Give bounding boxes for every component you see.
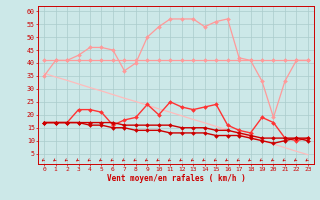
X-axis label: Vent moyen/en rafales ( km/h ): Vent moyen/en rafales ( km/h ) <box>107 174 245 183</box>
